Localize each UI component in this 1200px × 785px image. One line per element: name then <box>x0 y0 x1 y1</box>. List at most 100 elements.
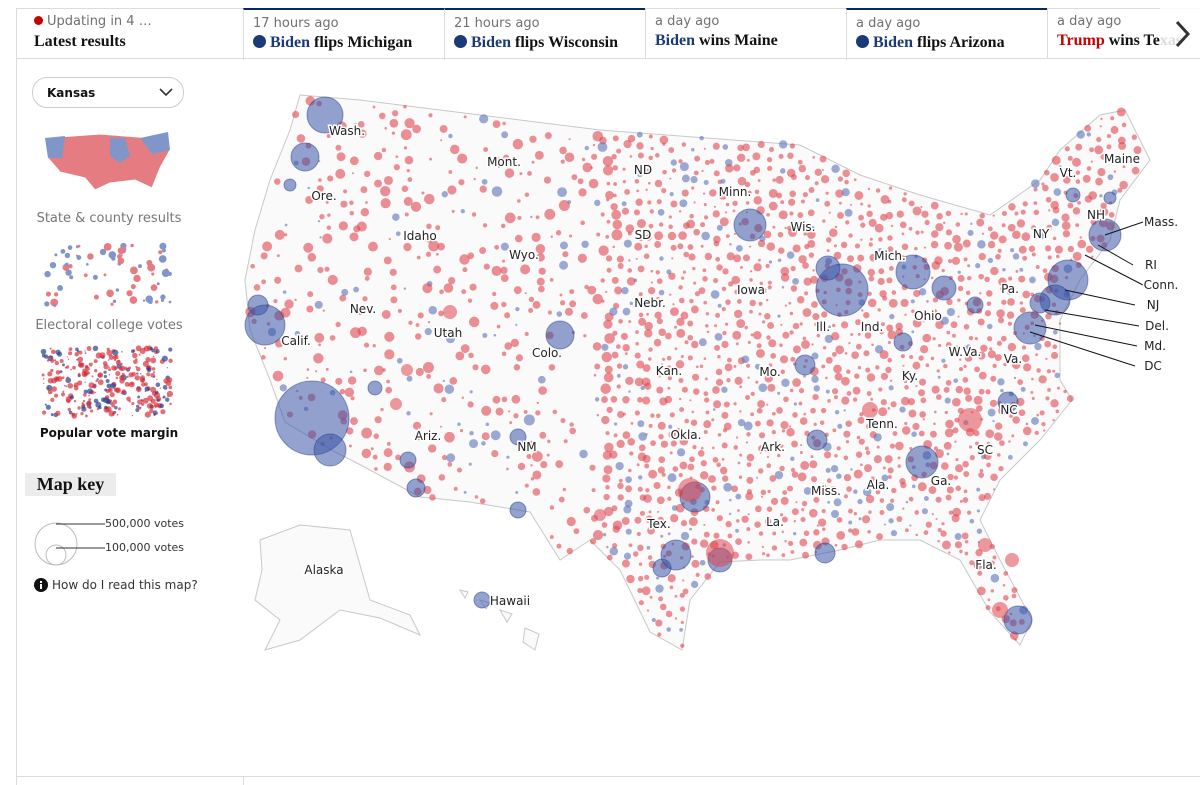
county-bubble <box>531 451 543 462</box>
county-bubble <box>705 324 709 328</box>
county-bubble <box>867 291 872 297</box>
county-bubble <box>670 307 679 317</box>
county-bubble <box>804 291 809 296</box>
county-bubble <box>850 203 853 206</box>
result-card[interactable]: a day ago Biden wins Maine <box>645 8 846 58</box>
thumb-dot <box>106 349 113 357</box>
county-bubble <box>638 312 644 318</box>
thumb-dot <box>162 395 166 399</box>
city-bubble <box>1039 284 1071 316</box>
state-label: SC <box>977 443 993 457</box>
city-bubble <box>247 294 269 316</box>
thumb-popular[interactable] <box>40 345 175 420</box>
county-bubble <box>350 417 358 426</box>
county-bubble <box>722 330 727 336</box>
county-bubble <box>737 357 745 365</box>
county-bubble <box>441 397 447 403</box>
county-bubble <box>723 401 730 408</box>
county-bubble <box>509 421 513 425</box>
county-bubble <box>811 352 819 360</box>
county-bubble <box>933 410 937 414</box>
thumb-dot <box>57 285 64 292</box>
county-bubble <box>930 201 939 210</box>
county-bubble <box>970 222 973 225</box>
thumb-dot <box>131 414 134 417</box>
county-bubble <box>349 370 353 374</box>
result-card[interactable]: a day ago Biden flips Arizona <box>846 8 1047 60</box>
county-bubble <box>757 400 766 408</box>
county-bubble <box>654 179 663 188</box>
county-bubble <box>788 540 794 547</box>
county-bubble <box>875 489 881 495</box>
county-bubble <box>834 225 838 229</box>
thumb-dot <box>62 390 65 393</box>
county-bubble <box>438 474 446 481</box>
county-bubble <box>648 134 653 139</box>
county-bubble <box>416 255 421 260</box>
headline-text: flips Arizona <box>917 34 1005 51</box>
county-bubble <box>659 397 668 406</box>
thumb-dot <box>138 264 142 269</box>
county-bubble <box>573 528 580 535</box>
county-bubble <box>831 388 839 395</box>
county-bubble <box>688 517 698 527</box>
county-bubble <box>912 375 916 379</box>
county-bubble <box>592 293 603 305</box>
county-bubble <box>647 526 655 535</box>
thumb-electoral[interactable] <box>40 240 175 312</box>
county-bubble <box>491 186 503 197</box>
county-bubble <box>632 551 639 557</box>
county-bubble <box>952 427 959 434</box>
county-bubble <box>306 368 310 371</box>
county-bubble <box>601 299 605 303</box>
info-icon[interactable] <box>34 578 48 592</box>
thumb-dot <box>94 368 98 373</box>
county-bubble <box>1025 422 1029 426</box>
state-label: Alaska <box>304 563 343 577</box>
result-card[interactable]: 17 hours ago Biden flips Michigan <box>243 8 444 60</box>
county-bubble <box>745 395 750 400</box>
county-bubble <box>855 451 863 458</box>
county-bubble <box>667 376 672 381</box>
county-bubble <box>640 385 645 391</box>
county-bubble <box>691 559 700 568</box>
county-bubble <box>504 312 511 319</box>
county-bubble <box>798 164 807 173</box>
state-dropdown[interactable]: Kansas <box>32 77 184 108</box>
thumb-dot <box>47 389 53 395</box>
county-bubble <box>1075 262 1082 269</box>
county-bubble <box>813 422 817 426</box>
county-bubble <box>945 419 954 429</box>
help-link[interactable]: How do I read this map? <box>52 578 198 592</box>
county-bubble <box>671 257 674 260</box>
county-bubble <box>761 545 764 549</box>
county-bubble <box>790 467 796 472</box>
county-bubble <box>692 266 696 271</box>
county-bubble <box>741 515 749 523</box>
county-bubble <box>421 191 425 195</box>
county-bubble <box>896 210 904 218</box>
county-bubble <box>792 345 801 354</box>
thumb-states[interactable] <box>40 128 175 193</box>
county-bubble <box>749 309 753 314</box>
county-bubble <box>717 179 723 185</box>
county-bubble <box>831 164 840 174</box>
county-bubble <box>930 240 939 249</box>
county-bubble <box>560 159 565 164</box>
next-button[interactable] <box>1160 8 1200 58</box>
view-caption[interactable]: Popular vote margin <box>39 426 179 440</box>
county-bubble <box>948 551 951 554</box>
view-caption[interactable]: State & county results <box>36 211 182 226</box>
view-caption[interactable]: Electoral college votes <box>35 318 183 333</box>
county-bubble <box>716 462 721 468</box>
county-bubble <box>703 420 712 429</box>
county-bubble <box>601 396 608 403</box>
county-bubble <box>1106 221 1116 231</box>
county-bubble <box>326 225 332 230</box>
county-bubble <box>808 252 815 258</box>
county-bubble <box>798 401 803 406</box>
thumb-dot <box>71 412 75 416</box>
result-card[interactable]: 21 hours ago Biden flips Wisconsin <box>444 8 645 60</box>
county-bubble <box>671 505 678 511</box>
county-bubble <box>624 352 628 356</box>
